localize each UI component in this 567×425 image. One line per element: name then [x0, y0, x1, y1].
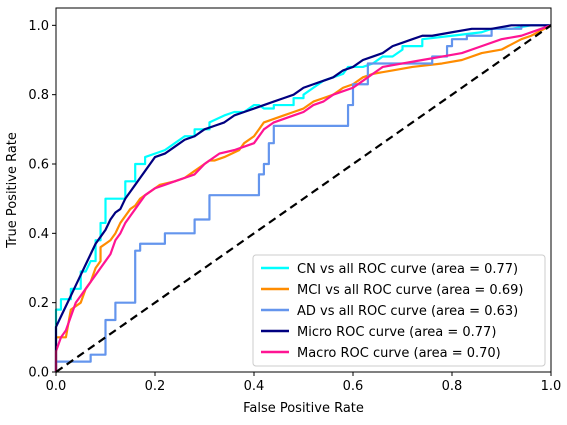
- x-tick-label: 0.8: [442, 379, 463, 394]
- roc-curve-series-3: [54, 24, 551, 372]
- legend-entry-label: Macro ROC curve (area = 0.70): [297, 346, 501, 361]
- x-tick-label: 0.6: [343, 379, 364, 394]
- legend: CN vs all ROC curve (area = 0.77) MCI vs …: [252, 254, 546, 367]
- roc-curve-series-2: [54, 24, 551, 372]
- x-axis-ticks: 0.0 0.2 0.4 0.6 0.8 1.0: [46, 372, 562, 394]
- x-tick-label: 0.4: [244, 379, 265, 394]
- legend-entry-label: CN vs all ROC curve (area = 0.77): [297, 262, 518, 277]
- axes-frame: [55, 7, 552, 373]
- roc-curve-series-1: [54, 24, 552, 372]
- roc-curve-series-4: [54, 24, 552, 372]
- y-tick-label: 0.0: [28, 366, 49, 381]
- chance-reference-line: [55, 24, 552, 373]
- y-tick-label: 0.4: [28, 227, 49, 242]
- reference-line-group: [55, 24, 552, 373]
- legend-box: [252, 254, 546, 367]
- x-tick-label: 0.2: [145, 379, 166, 394]
- y-axis-label: True Positive Rate: [5, 132, 20, 249]
- x-tick-label: 1.0: [541, 379, 562, 394]
- y-axis-ticks: 0.0 0.2 0.4 0.6 0.8 1.0: [28, 19, 56, 381]
- x-axis-label: False Positive Rate: [243, 401, 364, 416]
- roc-curves: [54, 24, 552, 372]
- y-tick-label: 0.6: [28, 158, 49, 173]
- y-tick-label: 0.2: [28, 296, 49, 311]
- legend-entry-label: AD vs all ROC curve (area = 0.63): [297, 304, 518, 319]
- x-tick-label: 0.0: [46, 379, 67, 394]
- roc-curve-series-0: [54, 24, 551, 372]
- legend-entry-label: MCI vs all ROC curve (area = 0.69): [297, 283, 523, 298]
- legend-entry-label: Micro ROC curve (area = 0.77): [297, 325, 496, 340]
- y-tick-label: 0.8: [28, 88, 49, 103]
- y-tick-label: 1.0: [28, 19, 49, 34]
